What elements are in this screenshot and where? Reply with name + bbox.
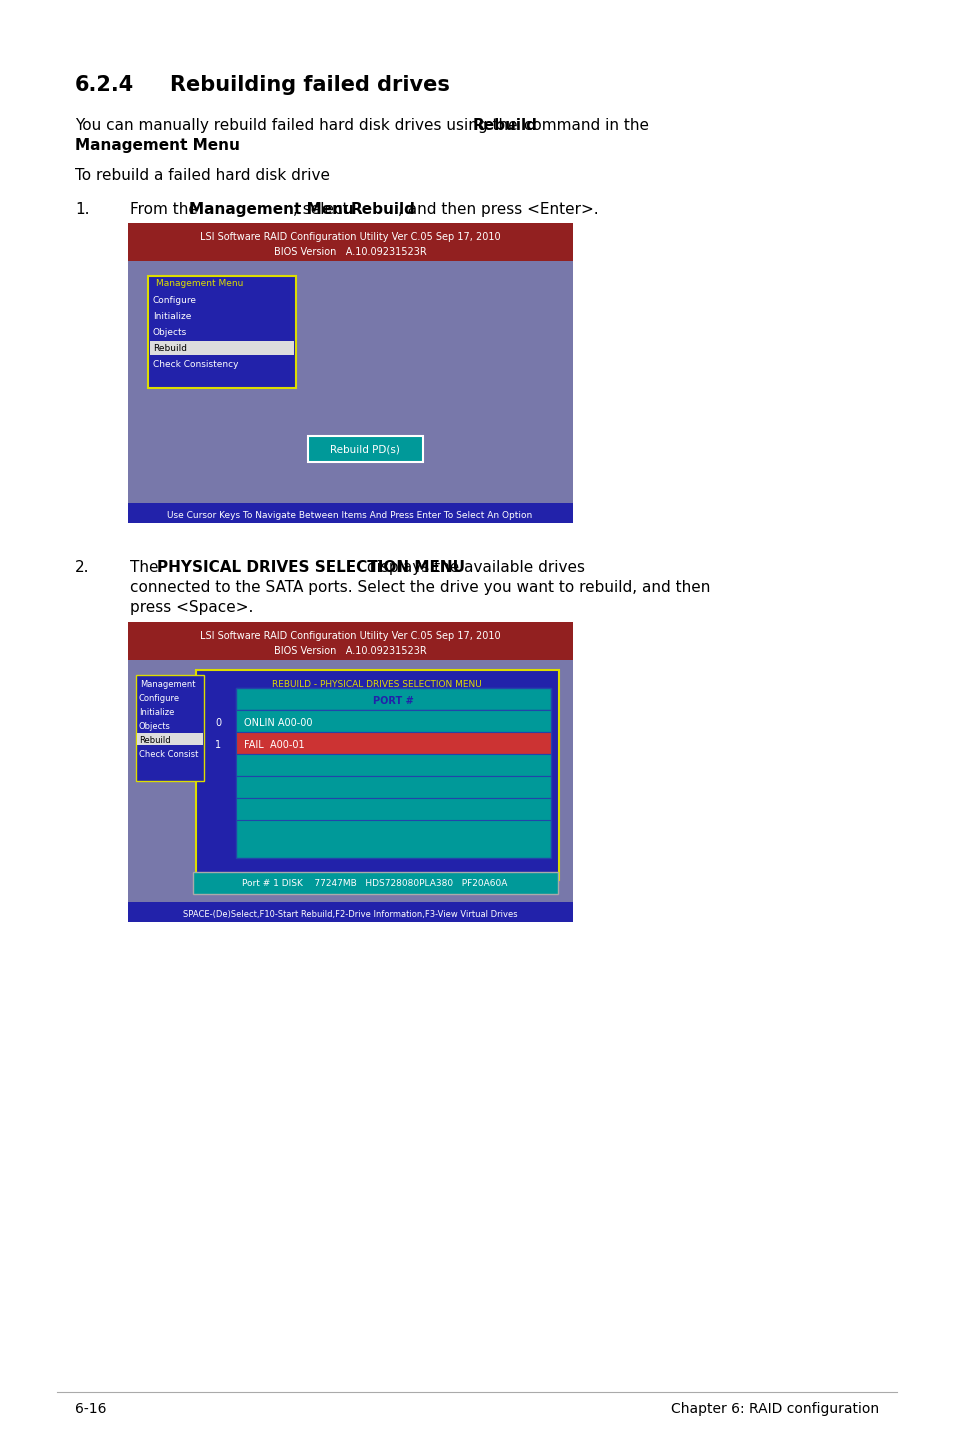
Text: Objects: Objects (152, 328, 187, 336)
Text: Management Menu: Management Menu (189, 201, 354, 217)
Text: REBUILD - PHYSICAL DRIVES SELECTION MENU: REBUILD - PHYSICAL DRIVES SELECTION MENU (272, 680, 481, 689)
Bar (235, 798, 551, 820)
Bar (128, 503, 573, 523)
Text: Port # 1 DISK    77247MB   HDS728080PLA380   PF20A60A: Port # 1 DISK 77247MB HDS728080PLA380 PF… (242, 880, 507, 889)
Text: Configure: Configure (152, 296, 196, 305)
Text: Configure: Configure (139, 695, 180, 703)
Text: Management Menu: Management Menu (75, 138, 239, 152)
Bar (235, 754, 551, 777)
Bar (235, 687, 551, 858)
Text: 0: 0 (214, 718, 221, 728)
Text: Management: Management (140, 680, 195, 689)
Bar (195, 670, 558, 880)
Bar (235, 732, 551, 754)
Text: 2.: 2. (75, 559, 90, 575)
Text: BIOS Version   A.10.09231523R: BIOS Version A.10.09231523R (274, 646, 426, 656)
Text: Rebuild: Rebuild (152, 344, 187, 352)
Text: Initialize: Initialize (152, 312, 192, 321)
Text: PHYSICAL DRIVES SELECTION MENU: PHYSICAL DRIVES SELECTION MENU (157, 559, 464, 575)
Text: 6.2.4: 6.2.4 (75, 75, 134, 95)
Text: 6-16: 6-16 (75, 1402, 107, 1416)
Text: ONLIN A00-00: ONLIN A00-00 (244, 718, 313, 728)
Bar (128, 902, 573, 922)
Text: Check Consist: Check Consist (139, 751, 198, 759)
Text: PORT #: PORT # (373, 696, 413, 706)
Bar (128, 623, 573, 660)
Text: BIOS Version   A.10.09231523R: BIOS Version A.10.09231523R (274, 247, 426, 257)
Text: Initialize: Initialize (139, 707, 174, 718)
Text: Objects: Objects (139, 722, 171, 731)
Text: LSI Software RAID Configuration Utility Ver C.05 Sep 17, 2010: LSI Software RAID Configuration Utility … (199, 631, 499, 641)
Text: connected to the SATA ports. Select the drive you want to rebuild, and then: connected to the SATA ports. Select the … (130, 580, 710, 595)
Text: To rebuild a failed hard disk drive: To rebuild a failed hard disk drive (75, 168, 330, 183)
Bar (308, 436, 422, 462)
Text: Chapter 6: RAID configuration: Chapter 6: RAID configuration (670, 1402, 878, 1416)
Text: 1.: 1. (75, 201, 90, 217)
Bar (148, 276, 295, 388)
Bar (235, 777, 551, 798)
Text: From the: From the (130, 201, 203, 217)
Text: .: . (183, 138, 188, 152)
Text: displays the available drives: displays the available drives (361, 559, 584, 575)
Text: Rebuild: Rebuild (473, 118, 537, 132)
Text: The: The (130, 559, 163, 575)
Text: LSI Software RAID Configuration Utility Ver C.05 Sep 17, 2010: LSI Software RAID Configuration Utility … (199, 232, 499, 242)
Text: Check Consistency: Check Consistency (152, 360, 238, 370)
Text: , select: , select (293, 201, 353, 217)
Text: You can manually rebuild failed hard disk drives using the: You can manually rebuild failed hard dis… (75, 118, 522, 132)
Text: FAIL  A00-01: FAIL A00-01 (244, 741, 304, 751)
Bar (235, 710, 551, 732)
Text: 1: 1 (214, 741, 221, 751)
Bar (150, 341, 294, 355)
Bar (128, 223, 573, 523)
Bar (128, 223, 573, 262)
Text: SPACE-(De)Select,F10-Start Rebuild,F2-Drive Information,F3-View Virtual Drives: SPACE-(De)Select,F10-Start Rebuild,F2-Dr… (182, 909, 517, 919)
Text: Management Menu: Management Menu (156, 279, 243, 288)
Text: command in the: command in the (518, 118, 648, 132)
Text: Use Cursor Keys To Navigate Between Items And Press Enter To Select An Option: Use Cursor Keys To Navigate Between Item… (167, 510, 532, 519)
Text: Rebuild: Rebuild (351, 201, 416, 217)
Bar (235, 687, 551, 710)
Text: Rebuild PD(s): Rebuild PD(s) (330, 444, 399, 454)
Bar (193, 871, 558, 894)
Bar (137, 733, 203, 745)
Text: press <Space>.: press <Space>. (130, 600, 253, 615)
Text: Rebuild: Rebuild (139, 736, 171, 745)
Text: Rebuilding failed drives: Rebuilding failed drives (170, 75, 450, 95)
Bar (136, 674, 204, 781)
Bar (128, 623, 573, 922)
Text: , and then press <Enter>.: , and then press <Enter>. (397, 201, 598, 217)
